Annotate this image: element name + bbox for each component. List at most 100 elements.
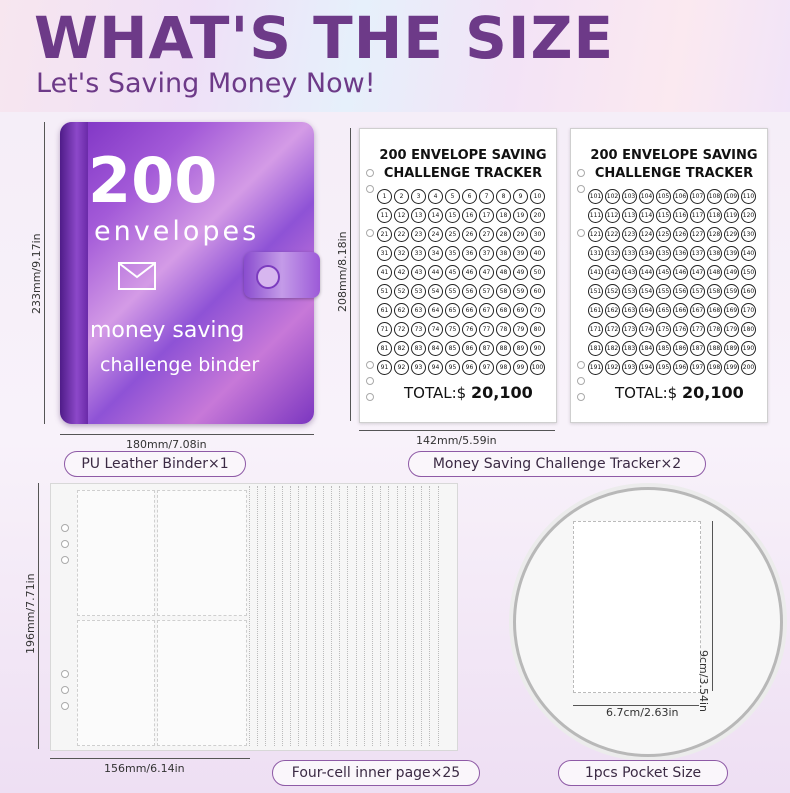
envelope-number-circle: 150 — [741, 265, 756, 280]
envelope-number-circle: 199 — [724, 360, 739, 375]
envelope-number-circle: 82 — [394, 341, 409, 356]
envelope-number-circle: 80 — [530, 322, 545, 337]
envelope-number-circle: 132 — [605, 246, 620, 261]
page-edge — [314, 486, 324, 746]
envelope-number-circle: 190 — [741, 341, 756, 356]
envelope-number-circle: 78 — [496, 322, 511, 337]
envelope-number-circle: 115 — [656, 208, 671, 223]
envelope-number-circle: 37 — [479, 246, 494, 261]
envelope-number-circle: 2 — [394, 189, 409, 204]
envelope-number-circle: 164 — [639, 303, 654, 318]
tracker-title-line2: CHALLENGE TRACKER — [594, 166, 754, 181]
envelope-number-circle: 56 — [462, 284, 477, 299]
envelope-number-circle: 191 — [588, 360, 603, 375]
binder-holes — [577, 129, 585, 422]
binder-cover-number: 200 — [88, 144, 218, 217]
envelope-number-circle: 189 — [724, 341, 739, 356]
envelope-number-circle: 86 — [462, 341, 477, 356]
envelope-number-circle: 14 — [428, 208, 443, 223]
envelope-number-circle: 195 — [656, 360, 671, 375]
envelope-number-circle: 91 — [377, 360, 392, 375]
binder-hole — [366, 393, 374, 401]
envelope-number-circle: 55 — [445, 284, 460, 299]
tracker-title-line1: 200 ENVELOPE SAVING — [590, 148, 758, 163]
envelope-number-circle: 22 — [394, 227, 409, 242]
page-edge — [363, 486, 373, 746]
envelope-number-circle: 125 — [656, 227, 671, 242]
envelope-number-circle: 40 — [530, 246, 545, 261]
envelope-number-circle: 31 — [377, 246, 392, 261]
envelope-number-circle: 128 — [707, 227, 722, 242]
envelope-number-circle: 52 — [394, 284, 409, 299]
envelope-number-circle: 177 — [690, 322, 705, 337]
envelope-number-circle: 76 — [462, 322, 477, 337]
envelope-number-circle: 118 — [707, 208, 722, 223]
envelope-number-circle: 89 — [513, 341, 528, 356]
envelope-number-circle: 106 — [673, 189, 688, 204]
envelope-number-circle: 175 — [656, 322, 671, 337]
envelope-number-circle: 109 — [724, 189, 739, 204]
envelope-number-circle: 35 — [445, 246, 460, 261]
envelope-number-circle: 120 — [741, 208, 756, 223]
envelope-number-circle: 10 — [530, 189, 545, 204]
envelope-number-circle: 17 — [479, 208, 494, 223]
envelope-number-circle: 47 — [479, 265, 494, 280]
envelope-number-circle: 41 — [377, 265, 392, 280]
binder-hole — [577, 185, 585, 193]
snap-button-icon — [256, 265, 280, 289]
envelope-number-circle: 197 — [690, 360, 705, 375]
envelope-number-circle: 193 — [622, 360, 637, 375]
envelope-number-circle: 32 — [394, 246, 409, 261]
envelope-number-circle: 144 — [639, 265, 654, 280]
binder-hole — [577, 393, 585, 401]
page-edge — [355, 486, 365, 746]
inner-width-line — [50, 758, 250, 759]
envelope-number-circle: 124 — [639, 227, 654, 242]
page-title: WHAT'S THE SIZE — [34, 4, 615, 72]
envelope-number-circle: 166 — [673, 303, 688, 318]
envelope-number-circle: 54 — [428, 284, 443, 299]
envelope-number-circle: 94 — [428, 360, 443, 375]
envelope-number-circle: 170 — [741, 303, 756, 318]
envelope-number-circle: 68 — [496, 303, 511, 318]
envelope-number-circle: 46 — [462, 265, 477, 280]
page-edge — [429, 486, 438, 746]
inner-height-line — [38, 483, 39, 749]
pocket-cell — [157, 490, 247, 616]
envelope-number-circle: 172 — [605, 322, 620, 337]
envelope-number-circle: 77 — [479, 322, 494, 337]
envelope-number-circle: 116 — [673, 208, 688, 223]
tracker-width-label: 142mm/5.59in — [416, 434, 497, 447]
envelope-number-circle: 63 — [411, 303, 426, 318]
envelope-number-circle: 60 — [530, 284, 545, 299]
tracker-total: TOTAL:$ 20,100 — [404, 383, 533, 402]
envelope-number-circle: 145 — [656, 265, 671, 280]
envelope-number-circle: 143 — [622, 265, 637, 280]
leather-binder: 200 envelopes money saving challenge bin… — [60, 122, 320, 424]
pocket-cell — [157, 620, 247, 746]
binder-hole — [577, 229, 585, 237]
binder-hole — [577, 377, 585, 385]
envelope-number-circle: 119 — [724, 208, 739, 223]
inner-page-caption: Four-cell inner page×25 — [272, 760, 480, 786]
envelope-number-circle: 146 — [673, 265, 688, 280]
tracker-total: TOTAL:$ 20,100 — [615, 383, 744, 402]
envelope-number-circle: 48 — [496, 265, 511, 280]
envelope-number-circle: 113 — [622, 208, 637, 223]
envelope-number-circle: 59 — [513, 284, 528, 299]
envelope-number-circle: 69 — [513, 303, 528, 318]
stacked-pages — [249, 486, 453, 746]
tracker-total-label: TOTAL:$ — [615, 384, 678, 402]
pocket-zoom-circle — [513, 487, 783, 757]
envelope-number-circle: 7 — [479, 189, 494, 204]
envelope-number-circle: 39 — [513, 246, 528, 261]
header-banner: WHAT'S THE SIZE Let's Saving Money Now! — [0, 0, 790, 112]
envelope-number-circle: 103 — [622, 189, 637, 204]
envelope-number-circle: 155 — [656, 284, 671, 299]
envelope-number-circle: 182 — [605, 341, 620, 356]
envelope-number-circle: 28 — [496, 227, 511, 242]
envelope-number-circle: 184 — [639, 341, 654, 356]
tracker-number-grid: 101 102 103 104 105 106 107 108 109 110 111 112 113 1… — [588, 189, 756, 379]
inner-width-label: 156mm/6.14in — [104, 762, 185, 775]
tracker-caption: Money Saving Challenge Tracker×2 — [408, 451, 706, 477]
